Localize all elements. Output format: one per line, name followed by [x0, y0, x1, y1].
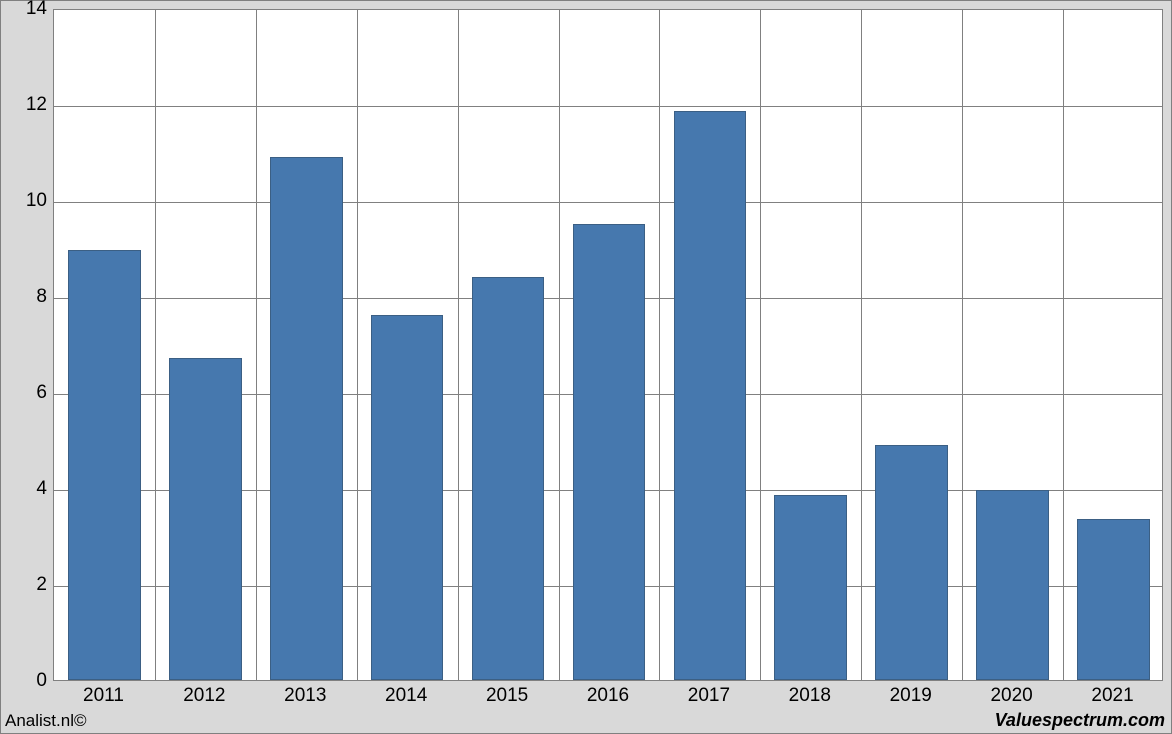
- x-axis-tick-label: 2019: [890, 685, 932, 707]
- x-axis-tick-label: 2016: [587, 685, 629, 707]
- x-axis-tick-label: 2012: [183, 685, 225, 707]
- y-axis-tick-label: 6: [13, 382, 47, 404]
- x-axis-tick-label: 2015: [486, 685, 528, 707]
- x-axis-tick-label: 2018: [789, 685, 831, 707]
- bar: [169, 358, 242, 680]
- gridline-vertical: [155, 10, 156, 680]
- x-axis-tick-label: 2011: [83, 685, 124, 707]
- y-axis-tick-label: 2: [13, 574, 47, 596]
- footer-right-text: Valuespectrum.com: [995, 710, 1165, 731]
- gridline-vertical: [357, 10, 358, 680]
- bar: [371, 315, 444, 680]
- bar: [270, 157, 343, 680]
- bar: [674, 111, 747, 680]
- bar: [875, 445, 948, 680]
- bar: [472, 277, 545, 680]
- x-axis-tick-label: 2014: [385, 685, 427, 707]
- x-axis-tick-label: 2017: [688, 685, 730, 707]
- x-axis-tick-label: 2020: [990, 685, 1032, 707]
- bar: [573, 224, 646, 680]
- gridline-vertical: [458, 10, 459, 680]
- y-axis-tick-label: 8: [13, 286, 47, 308]
- gridline-vertical: [256, 10, 257, 680]
- y-axis-tick-label: 12: [13, 94, 47, 116]
- gridline-horizontal: [54, 202, 1162, 203]
- x-axis-tick-label: 2013: [284, 685, 326, 707]
- gridline-horizontal: [54, 106, 1162, 107]
- gridline-vertical: [659, 10, 660, 680]
- chart-container: Analist.nl© Valuespectrum.com 0 2 4 6 8 10 12 1…: [0, 0, 1172, 734]
- gridline-vertical: [760, 10, 761, 680]
- chart-plot-area: [53, 9, 1163, 681]
- bar: [1077, 519, 1150, 680]
- footer-left-text: Analist.nl©: [5, 711, 87, 731]
- bar: [976, 490, 1049, 680]
- gridline-vertical: [962, 10, 963, 680]
- x-axis-tick-label: 2021: [1091, 685, 1133, 707]
- y-axis-tick-label: 14: [13, 0, 47, 20]
- gridline-vertical: [861, 10, 862, 680]
- y-axis-tick-label: 4: [13, 478, 47, 500]
- bar: [68, 250, 141, 680]
- y-axis-tick-label: 0: [13, 670, 47, 692]
- y-axis-tick-label: 10: [13, 190, 47, 212]
- gridline-vertical: [559, 10, 560, 680]
- gridline-vertical: [1063, 10, 1064, 680]
- bar: [774, 495, 847, 680]
